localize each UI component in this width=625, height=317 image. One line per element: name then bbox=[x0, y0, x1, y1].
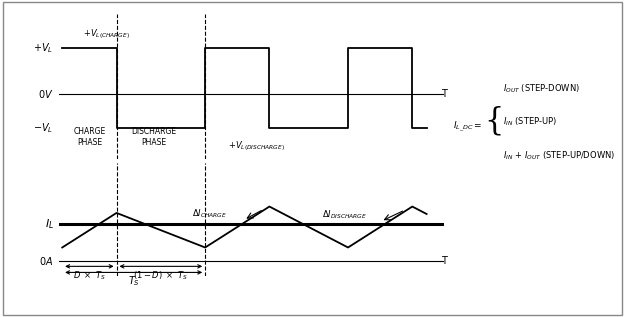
Text: CHARGE
PHASE: CHARGE PHASE bbox=[73, 127, 106, 147]
Text: T: T bbox=[441, 256, 447, 266]
Text: DISCHARGE
PHASE: DISCHARGE PHASE bbox=[131, 127, 176, 147]
Text: $+V_L$: $+V_L$ bbox=[34, 41, 54, 55]
Text: T: T bbox=[441, 89, 447, 99]
Text: $T_S$: $T_S$ bbox=[127, 275, 140, 288]
Text: $\Delta I_{CHARGE}$: $\Delta I_{CHARGE}$ bbox=[191, 207, 226, 220]
Text: $D\ \times\ T_S$: $D\ \times\ T_S$ bbox=[73, 269, 106, 281]
Text: $0V$: $0V$ bbox=[38, 88, 54, 100]
Text: $I_{L\_DC}=$: $I_{L\_DC}=$ bbox=[453, 120, 482, 134]
Text: $0A$: $0A$ bbox=[39, 255, 54, 267]
Text: $-V_L$: $-V_L$ bbox=[34, 121, 54, 135]
Text: $(1 - D)\ \times\ T_S$: $(1 - D)\ \times\ T_S$ bbox=[133, 269, 188, 281]
Text: $I_{OUT}$ (STEP-DOWN): $I_{OUT}$ (STEP-DOWN) bbox=[503, 82, 580, 95]
Text: $+V_{L(DISCHARGE)}$: $+V_{L(DISCHARGE)}$ bbox=[228, 139, 284, 153]
Text: $\Delta I_{DISCHARGE}$: $\Delta I_{DISCHARGE}$ bbox=[322, 208, 367, 221]
Text: $I_{IN}$ + $I_{OUT}$ (STEP-UP/DOWN): $I_{IN}$ + $I_{OUT}$ (STEP-UP/DOWN) bbox=[503, 149, 615, 162]
Text: {: { bbox=[484, 105, 504, 136]
Text: $I_L$: $I_L$ bbox=[44, 217, 54, 231]
Text: $+V_{L(CHARGE)}$: $+V_{L(CHARGE)}$ bbox=[83, 27, 130, 41]
Text: $I_{IN}$ (STEP-UP): $I_{IN}$ (STEP-UP) bbox=[503, 116, 558, 128]
